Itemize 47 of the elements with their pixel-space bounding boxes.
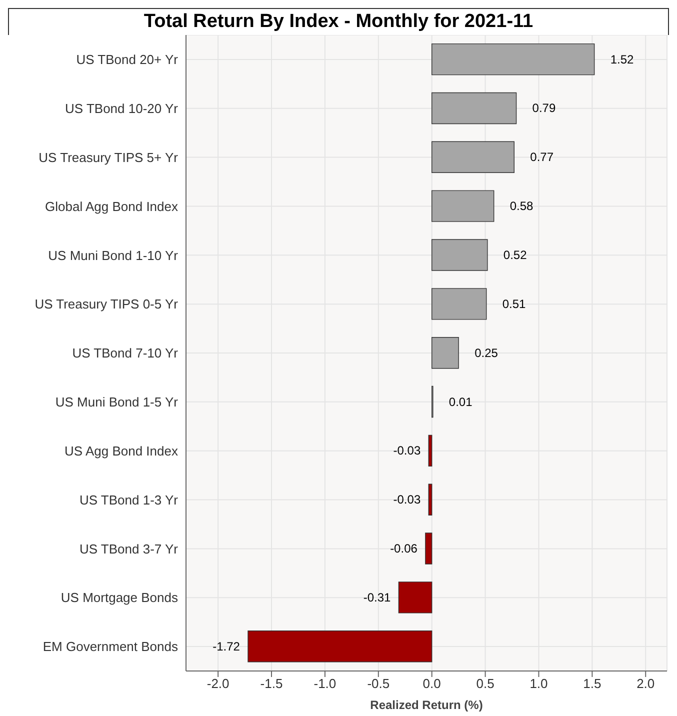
x-tick-label: -2.0 — [206, 676, 230, 692]
x-tick-label: -1.0 — [314, 676, 336, 692]
data-label: -0.03 — [393, 492, 421, 507]
data-label: -0.03 — [393, 444, 421, 458]
y-tick-label: EM Government Bonds — [42, 639, 178, 654]
data-label: -0.31 — [363, 590, 392, 604]
y-tick-label: US Treasury TIPS 5+ Yr — [38, 150, 179, 165]
y-tick-label: US TBond 1-3 Yr — [79, 492, 179, 508]
data-label: 0.25 — [474, 346, 498, 360]
bar — [431, 190, 494, 222]
bar — [431, 336, 459, 369]
data-label: 0.51 — [502, 296, 526, 311]
y-tick-label: US Muni Bond 1-10 Yr — [48, 248, 179, 263]
y-tick-label: US Treasury TIPS 0-5 Yr — [34, 296, 179, 312]
x-tick-label: 1.5 — [583, 676, 602, 692]
y-tick-label: US TBond 10-20 Yr — [65, 101, 179, 116]
y-tick-label: US TBond 3-7 Yr — [79, 541, 179, 556]
y-tick-label: US Agg Bond Index — [64, 443, 178, 458]
data-label: -1.72 — [212, 639, 240, 654]
x-tick-label: 0.0 — [422, 676, 441, 692]
y-tick-label: US TBond 20+ Yr — [76, 52, 179, 68]
chart-title: Total Return By Index - Monthly for 2021-11 — [8, 8, 669, 35]
bar — [248, 630, 432, 662]
y-tick-label: Global Agg Bond Index — [45, 198, 178, 214]
y-tick-label: US Muni Bond 1-5 Yr — [55, 394, 179, 410]
bar — [425, 532, 432, 564]
data-label: 0.58 — [510, 199, 534, 214]
bar — [431, 141, 514, 173]
bar — [431, 288, 487, 320]
data-label: 0.79 — [532, 101, 556, 116]
data-label: 1.52 — [610, 52, 634, 66]
bar — [431, 92, 517, 124]
bar — [431, 239, 488, 271]
data-label: 0.52 — [503, 248, 528, 262]
x-axis-title: Realized Return (%) — [370, 698, 483, 712]
bar — [431, 43, 595, 76]
x-tick-label: 1.0 — [530, 676, 548, 692]
x-tick-label: -0.5 — [367, 676, 390, 692]
y-tick-label: US Mortgage Bonds — [60, 590, 178, 606]
bar — [398, 582, 432, 614]
x-tick-label: 0.5 — [476, 676, 494, 692]
data-label: -0.06 — [390, 542, 418, 556]
x-tick-label: 2.0 — [636, 676, 655, 692]
y-tick-label: US TBond 7-10 Yr — [72, 346, 179, 361]
x-tick-label: -1.5 — [260, 676, 283, 692]
data-label: 0.77 — [530, 150, 554, 164]
data-label: 0.01 — [448, 394, 473, 409]
